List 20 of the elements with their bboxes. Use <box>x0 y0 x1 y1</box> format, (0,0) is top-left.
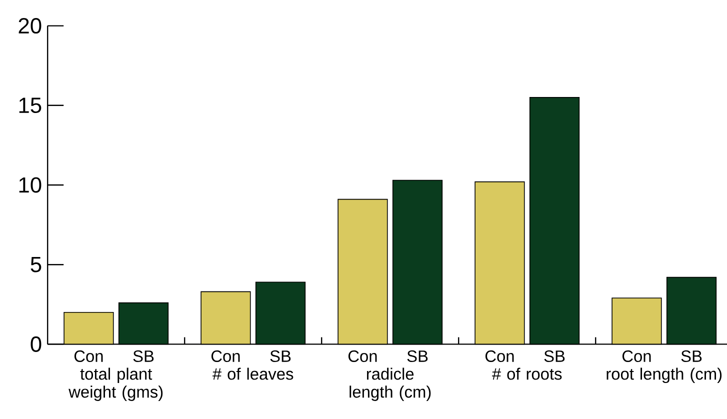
text: Con <box>348 350 377 362</box>
y-tick-label: 10 <box>19 177 42 193</box>
x-tick-label: # of leaves <box>212 368 294 380</box>
y-tick-label: 20 <box>18 18 42 34</box>
y-tick-label: 15 <box>19 98 42 114</box>
y-tick-label: 0 <box>30 336 42 352</box>
text: Con <box>485 350 514 362</box>
text: SB <box>681 350 702 362</box>
x-tick-label: radicle length (cm) <box>350 368 431 401</box>
text: Con <box>211 350 240 362</box>
x-tick-label: total plant weight (gms) <box>68 368 163 401</box>
y-tick-label: 5 <box>30 256 42 272</box>
x-tick-label: root length (cm) <box>606 368 722 384</box>
text: Con <box>622 350 651 362</box>
text: SB <box>270 350 291 362</box>
series-label: Con <box>74 350 103 362</box>
text: SB <box>544 350 565 362</box>
text: SB <box>407 350 428 362</box>
x-tick-label: # of roots <box>492 368 562 380</box>
series-label: SB <box>133 350 154 362</box>
